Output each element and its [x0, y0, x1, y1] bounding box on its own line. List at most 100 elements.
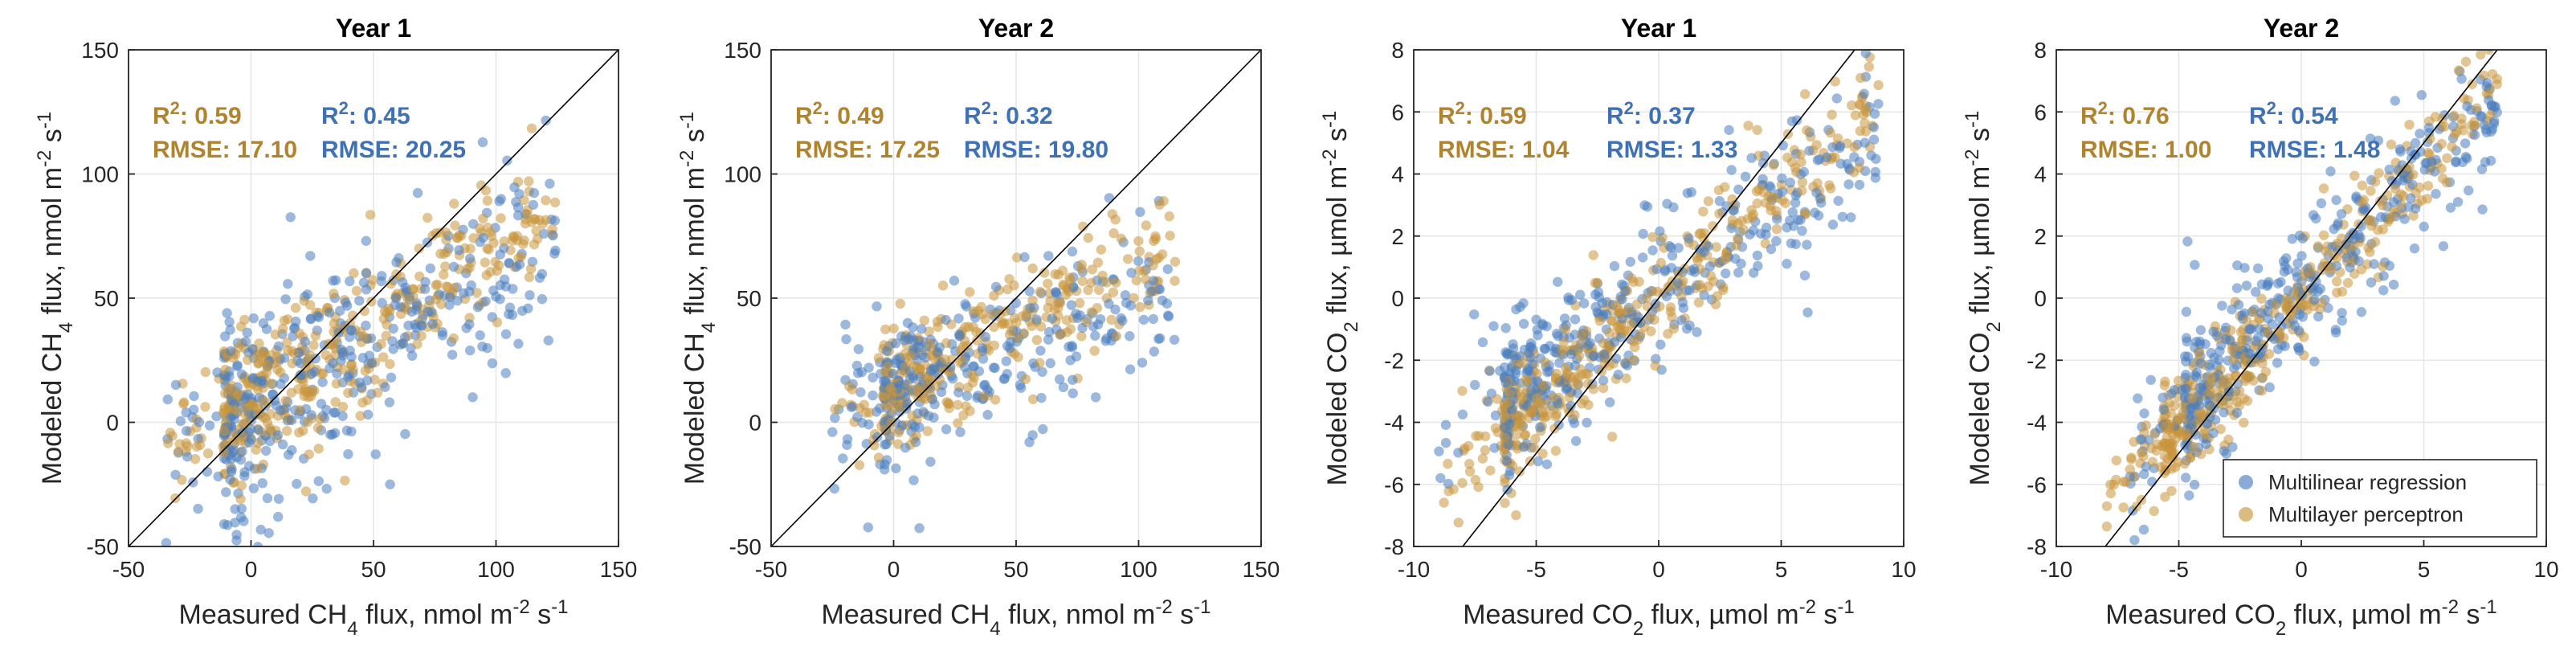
- mlp-point: [971, 326, 982, 338]
- mlr-point: [502, 155, 512, 166]
- mlp-point: [1570, 410, 1580, 420]
- mlr-point: [2241, 280, 2252, 291]
- mlp-point: [2232, 396, 2243, 407]
- mlr-point: [1827, 219, 1839, 230]
- mlp-point: [1540, 357, 1550, 368]
- mlr-point: [2331, 194, 2341, 206]
- mlp-point: [2460, 56, 2472, 68]
- scatter-points: [827, 193, 1181, 534]
- y-tick-label: 0: [106, 411, 119, 436]
- mlp-point: [2442, 153, 2452, 163]
- mlp-point: [1588, 250, 1598, 260]
- mlr-point: [980, 331, 991, 342]
- mlr-point: [891, 338, 901, 349]
- mlr-point: [272, 430, 284, 440]
- mlp-point: [2378, 261, 2388, 272]
- x-axis-label: Measured CH4 flux, nmol m-2 s-1: [822, 596, 1211, 640]
- mlr-point: [1067, 246, 1078, 257]
- mlr-point: [988, 362, 999, 373]
- mlp-r2-label: R2: 0.59: [153, 98, 242, 130]
- mlr-point: [1846, 212, 1856, 223]
- mlr-point: [500, 329, 512, 339]
- mlp-point: [484, 244, 494, 255]
- mlp-point: [266, 379, 276, 389]
- mlp-point: [177, 475, 187, 485]
- mlp-point: [2332, 276, 2342, 287]
- mlr-point: [2369, 259, 2379, 269]
- mlp-point: [1824, 180, 1835, 190]
- mlr-point: [2464, 185, 2474, 196]
- y-tick-label: 150: [724, 38, 761, 63]
- mlp-point: [191, 441, 202, 452]
- mlr-point: [1592, 307, 1602, 317]
- mlr-point: [1873, 99, 1884, 109]
- mlr-point: [1553, 276, 1563, 287]
- mlr-point: [863, 522, 874, 533]
- mlr-point: [1686, 187, 1696, 198]
- mlr-point: [329, 428, 341, 439]
- mlr-rmse-label: RMSE: 20.25: [321, 137, 466, 163]
- mlr-point: [391, 257, 402, 268]
- mlr-point: [2351, 191, 2362, 202]
- mlr-point: [2480, 25, 2489, 35]
- mlr-point: [2423, 122, 2435, 133]
- mlp-point: [312, 423, 324, 433]
- mlp-point: [854, 460, 865, 470]
- mlr-point: [1495, 366, 1505, 376]
- mlr-point: [1031, 314, 1042, 325]
- mlr-point: [1745, 229, 1755, 239]
- mlr-point: [2388, 280, 2399, 290]
- mlp-point: [355, 411, 365, 421]
- mlr-point: [225, 474, 235, 485]
- mlr-point: [236, 512, 247, 522]
- mlr-point: [221, 487, 231, 497]
- mlp-point: [2166, 485, 2177, 497]
- mlr-point: [2469, 129, 2480, 141]
- x-tick-label: -10: [1398, 557, 1430, 582]
- mlp-point: [2349, 170, 2360, 181]
- mlp-point: [972, 335, 982, 346]
- mlr-point: [2438, 241, 2449, 252]
- mlr-point: [2305, 283, 2317, 293]
- mlp-point: [310, 330, 320, 342]
- mlp-point: [2404, 120, 2415, 130]
- mlr-point: [1016, 383, 1027, 393]
- mlp-point: [1537, 448, 1548, 459]
- mlr-point: [264, 310, 275, 321]
- mlr-point: [273, 341, 284, 352]
- mlr-point: [341, 297, 351, 308]
- mlp-point: [229, 430, 240, 440]
- mlp-point: [485, 227, 496, 238]
- mlr-point: [354, 377, 365, 388]
- mlp-point: [1133, 235, 1144, 247]
- mlp-point: [1710, 299, 1721, 309]
- mlp-point: [492, 317, 503, 328]
- mlp-point: [1107, 209, 1118, 219]
- mlr-point: [2278, 256, 2289, 267]
- mlr-point: [529, 187, 540, 198]
- mlr-point: [1149, 346, 1160, 357]
- mlr-point: [445, 292, 455, 302]
- y-tick-label: -50: [729, 534, 761, 559]
- mlp-point: [1645, 312, 1656, 323]
- mlr-point: [2245, 348, 2256, 359]
- mlp-point: [376, 338, 386, 350]
- mlr-point: [386, 372, 397, 383]
- mlp-point: [1827, 109, 1837, 120]
- x-tick-label: 50: [361, 557, 386, 582]
- mlp-point: [2239, 417, 2249, 428]
- mlr-point: [2297, 312, 2308, 322]
- mlr-point: [2256, 308, 2267, 318]
- mlp-point: [1797, 177, 1808, 187]
- mlp-point: [2290, 304, 2300, 314]
- mlr-point: [2409, 243, 2420, 254]
- mlr-point: [488, 285, 499, 296]
- mlp-point: [264, 423, 276, 433]
- mlr-point: [1169, 334, 1180, 345]
- mlr-point: [406, 306, 417, 317]
- mlp-point: [1108, 228, 1119, 239]
- mlp-point: [261, 367, 271, 378]
- mlr-point: [1703, 241, 1713, 252]
- mlr-point: [2252, 263, 2264, 274]
